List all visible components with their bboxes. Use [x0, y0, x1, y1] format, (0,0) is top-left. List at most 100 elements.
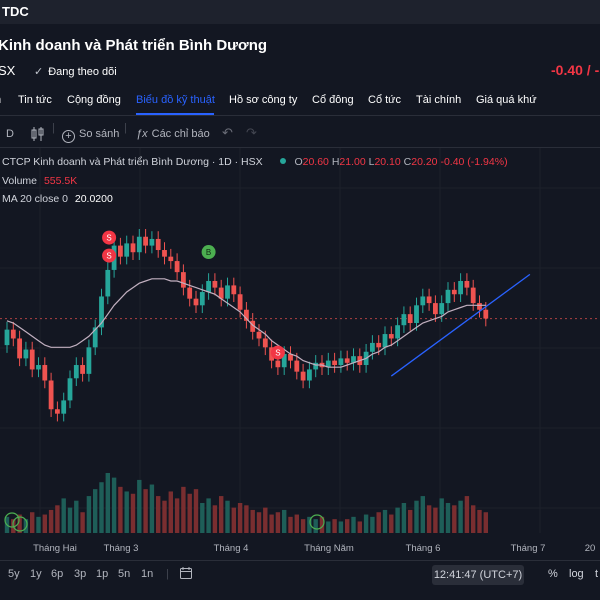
legend-volume-row: Volume 555.5K [2, 175, 77, 187]
redo-icon[interactable]: ↷ [246, 125, 257, 140]
volume-bar [250, 509, 255, 533]
candle-body [470, 287, 476, 304]
volume-bar [433, 507, 438, 533]
volume-bar [137, 479, 142, 533]
candle-body [86, 347, 92, 374]
follow-button[interactable]: ✓ Đang theo dõi [34, 65, 117, 78]
close-label: C [403, 156, 412, 168]
tab-financials[interactable]: Tài chính [416, 94, 462, 106]
date-range-icon[interactable] [179, 566, 193, 583]
signal-marker [270, 345, 285, 360]
candle-body [307, 369, 312, 381]
active-tab-indicator [136, 113, 214, 115]
volume-bar [282, 509, 287, 533]
legend-symbol-row: CTCP Kinh doanh và Phát triển Bình Dương… [2, 156, 508, 168]
range-6m[interactable]: 6p [51, 568, 64, 580]
tab-dividends[interactable]: Cổ tức [368, 94, 402, 106]
candle-body [370, 342, 375, 352]
indicators-label: Các chỉ báo [151, 128, 210, 140]
volume-value: 555.5K [43, 175, 78, 187]
ma-value: 20.0200 [74, 193, 113, 205]
interval-selector[interactable]: D [6, 128, 14, 140]
x-axis-label: Tháng 3 [104, 543, 139, 554]
time-zone-clock[interactable]: 12:41:47 (UTC+7) [432, 565, 524, 585]
volume-bar [452, 505, 457, 533]
log-scale-toggle[interactable]: log [569, 568, 584, 580]
range-1y[interactable]: 1y [30, 568, 42, 580]
tab-overview[interactable]: n [0, 94, 1, 106]
volume-bar [244, 505, 249, 533]
toolbar-divider: | [52, 122, 55, 134]
candle-body [288, 353, 293, 361]
volume-bar [275, 512, 281, 533]
volume-bar [363, 514, 369, 533]
signal-marker-label: S [106, 252, 111, 261]
volume-bar [111, 477, 117, 533]
volume-bar [130, 493, 136, 533]
volume-bar [300, 519, 306, 533]
candle-body [351, 356, 356, 363]
candle-body [401, 314, 407, 326]
range-1m[interactable]: 1p [96, 568, 109, 580]
x-axis-label: Tháng 7 [511, 543, 546, 554]
indicators-button[interactable]: ƒx Các chỉ báo [136, 128, 210, 140]
volume-bar [370, 516, 375, 533]
tab-shareholders[interactable]: Cổ đông [312, 94, 354, 106]
legend-symbol-name: CTCP Kinh doanh và Phát triển Bình Dương… [2, 156, 263, 168]
volume-bar [464, 496, 470, 533]
candle-body [426, 296, 432, 304]
range-5d[interactable]: 5n [118, 568, 131, 580]
legend-ma-row: MA 20 close 0 20.0200 [2, 193, 113, 205]
range-3m[interactable]: 3p [74, 568, 87, 580]
volume-bar [326, 521, 331, 533]
earnings-event-icon [4, 512, 20, 528]
candle-body [99, 296, 104, 328]
volume-bar [313, 519, 318, 533]
range-1d[interactable]: 1n [141, 568, 154, 580]
volume-bar [99, 482, 104, 533]
checkmark-icon: ✓ [34, 66, 44, 78]
candle-body [187, 287, 193, 299]
signal-marker-label: S [106, 234, 111, 243]
candle-body [451, 289, 457, 295]
volume-bar [263, 507, 268, 533]
signal-marker [201, 245, 216, 260]
volume-bar [55, 505, 60, 533]
percent-scale-toggle[interactable]: % [548, 568, 558, 580]
candle-body [155, 238, 161, 251]
volume-bar [376, 512, 381, 533]
candle-body [162, 250, 167, 257]
candle-body [250, 320, 256, 332]
candle-body [445, 289, 451, 304]
tab-price-history[interactable]: Giá quá khứ [476, 94, 537, 106]
trend-line [390, 273, 531, 377]
ticker-symbol: TDC [2, 4, 29, 19]
candle-body [55, 409, 60, 414]
tab-technical-chart[interactable]: Biểu đồ kỹ thuật [136, 94, 215, 106]
undo-icon[interactable]: ↶ [222, 125, 233, 140]
candle-body [244, 309, 249, 321]
candle-body [275, 360, 281, 368]
volume-bar [149, 484, 155, 533]
tab-community[interactable]: Cộng đồng [67, 94, 121, 106]
volume-bar [408, 509, 413, 533]
candle-body [218, 287, 224, 299]
volume-bar [118, 486, 123, 533]
auto-scale-toggle[interactable]: t [595, 568, 599, 580]
volume-bar [471, 505, 476, 533]
candle-body [458, 280, 463, 295]
high-value: 21.00 [339, 156, 366, 168]
tab-company-profile[interactable]: Hồ sơ công ty [229, 94, 298, 106]
volume-bar [23, 519, 29, 533]
range-5y[interactable]: 5y [8, 568, 20, 580]
compare-button[interactable]: + So sánh [62, 128, 119, 143]
volume-bar [86, 496, 92, 533]
candle-style-icon[interactable] [30, 125, 46, 146]
volume-bar [193, 489, 199, 533]
tab-news[interactable]: Tin tức [18, 94, 52, 106]
candle-body [262, 338, 268, 348]
volume-bar [206, 498, 211, 533]
earnings-event-icon [309, 514, 325, 530]
volume-bar [237, 503, 243, 533]
